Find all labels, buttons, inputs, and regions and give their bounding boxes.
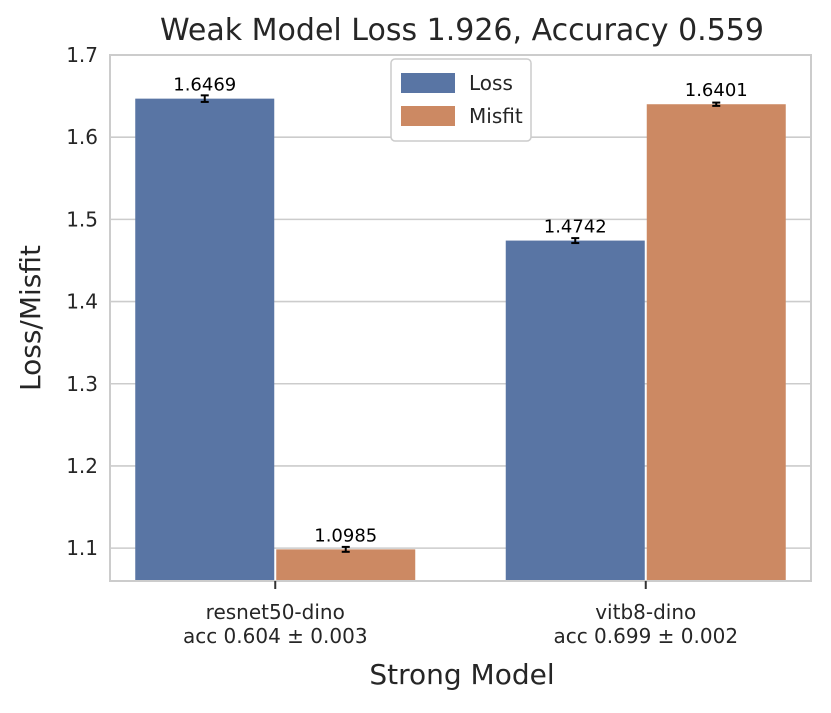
y-tick-label: 1.6 xyxy=(66,125,98,149)
y-axis-title: Loss/Misfit xyxy=(14,245,47,391)
y-tick-label: 1.7 xyxy=(66,43,98,67)
bar-value-label: 1.0985 xyxy=(314,525,377,546)
bar-value-label: 1.6401 xyxy=(685,80,748,101)
y-tick-label: 1.3 xyxy=(66,372,98,396)
plot-frame xyxy=(109,54,812,582)
legend: Loss Misfit xyxy=(390,58,532,142)
x-tick-label-resnet50-dino: resnet50-dino xyxy=(206,600,345,624)
bar-value-label: 1.6469 xyxy=(173,75,236,96)
legend-swatch-loss xyxy=(401,73,455,93)
bar-value-label: 1.4742 xyxy=(544,217,607,238)
x-axis-title: Strong Model xyxy=(369,658,554,691)
legend-swatch-misfit xyxy=(401,106,455,126)
chart-title: Weak Model Loss 1.926, Accuracy 0.559 xyxy=(160,13,764,48)
bar-misfit-resnet50-dino xyxy=(276,549,416,581)
y-tick-label: 1.2 xyxy=(66,454,98,478)
bars: 1.6469 1.0985 1.4742 1.6401 xyxy=(135,75,786,581)
legend-label-misfit: Misfit xyxy=(469,104,523,128)
bar-loss-vitb8-dino xyxy=(505,240,645,581)
bar-misfit-vitb8-dino xyxy=(646,104,786,581)
y-tick-label: 1.5 xyxy=(66,207,98,231)
bar-loss-resnet50-dino xyxy=(135,98,275,581)
x-tick-label-vitb8-dino: vitb8-dino xyxy=(595,600,696,624)
legend-label-loss: Loss xyxy=(469,71,513,95)
y-axis-ticks: 1.1 1.2 1.3 1.4 1.5 1.6 1.7 xyxy=(66,43,98,560)
y-tick-label: 1.1 xyxy=(66,536,98,560)
y-tick-label: 1.4 xyxy=(66,290,98,314)
x-tick-accuracy: acc 0.699 ± 0.002 xyxy=(553,624,738,648)
x-tick-accuracy: acc 0.604 ± 0.003 xyxy=(183,624,368,648)
